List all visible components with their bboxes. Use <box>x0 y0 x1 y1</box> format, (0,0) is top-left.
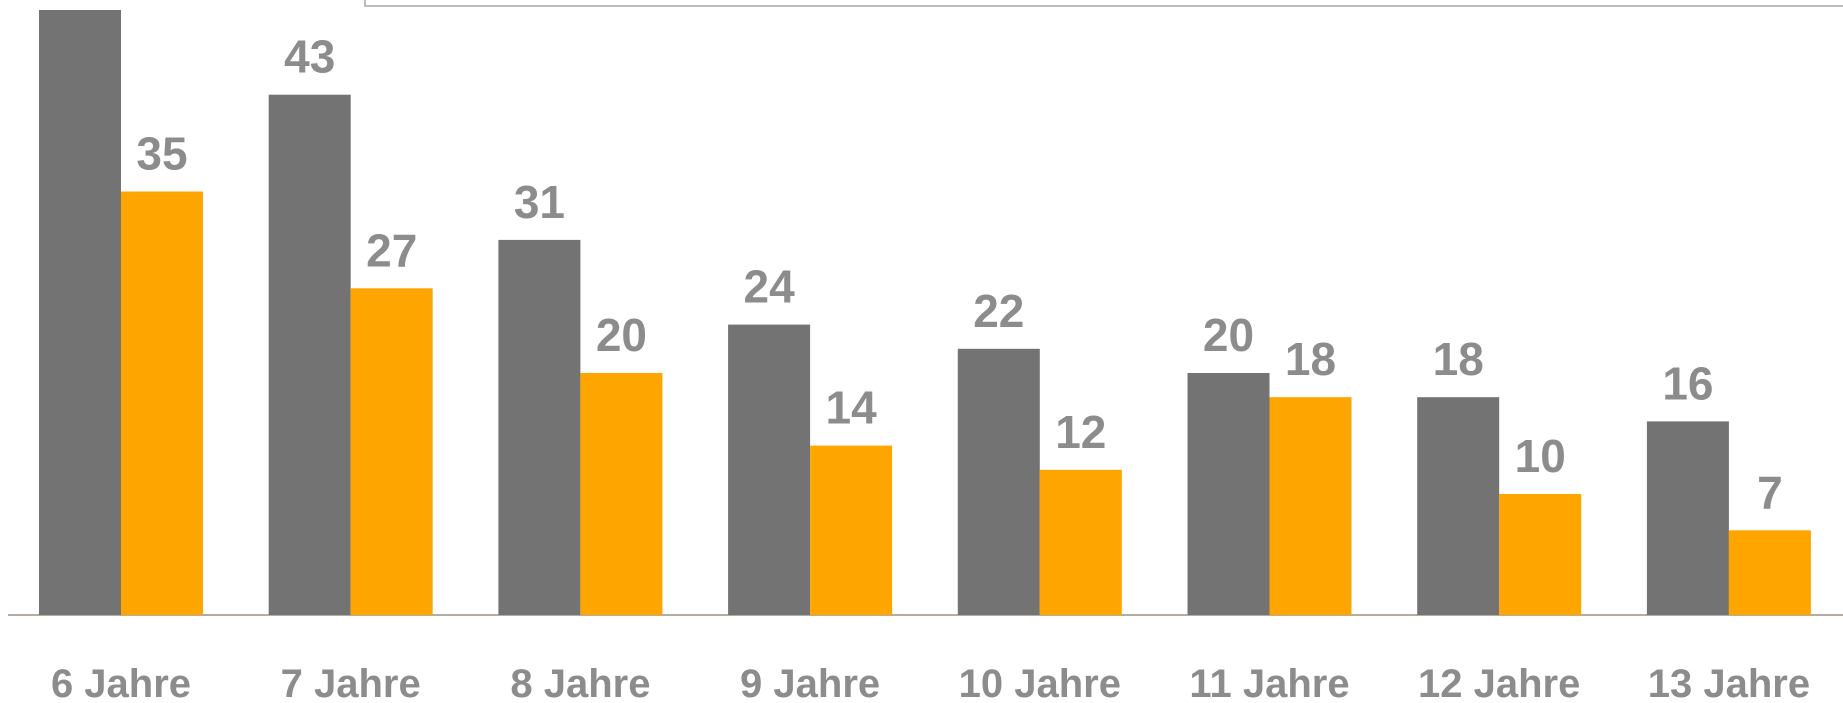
value-label: 20 <box>596 309 647 361</box>
value-label: 16 <box>1662 357 1713 409</box>
bar <box>580 373 663 615</box>
x-tick-label: 12 Jahre <box>1418 662 1580 703</box>
bar <box>1187 373 1270 615</box>
x-tick-label: 7 Jahre <box>281 662 421 703</box>
x-tick-label: 10 Jahre <box>959 662 1121 703</box>
bar <box>957 348 1040 615</box>
value-label: 22 <box>973 285 1024 337</box>
x-tick-label: 6 Jahre <box>51 662 191 703</box>
bar <box>39 10 121 615</box>
x-tick-label: 9 Jahre <box>740 662 880 703</box>
bar <box>1728 530 1811 615</box>
x-tick-label: 8 Jahre <box>510 662 650 703</box>
value-label: 18 <box>1285 333 1336 385</box>
value-label: 43 <box>284 31 335 83</box>
value-label: 12 <box>1055 406 1106 458</box>
bar <box>1269 397 1352 615</box>
legend-box <box>364 0 1843 7</box>
bar <box>810 445 893 615</box>
value-label: 14 <box>826 382 878 434</box>
x-tick-label: 13 Jahre <box>1648 662 1810 703</box>
value-label: 35 <box>136 128 187 180</box>
value-label: 7 <box>1757 466 1783 518</box>
bar <box>268 94 351 615</box>
value-label: 27 <box>366 224 417 276</box>
value-label: 31 <box>514 176 565 228</box>
bar <box>350 288 433 615</box>
x-tick-label: 11 Jahre <box>1189 662 1349 703</box>
bar <box>728 324 811 615</box>
value-label: 20 <box>1203 309 1254 361</box>
bar <box>1039 469 1122 615</box>
value-label: 10 <box>1515 430 1566 482</box>
bar <box>121 191 203 615</box>
bar <box>498 239 581 615</box>
bar <box>1646 421 1729 615</box>
bar <box>1499 494 1582 615</box>
value-label: 18 <box>1433 333 1484 385</box>
bar <box>1417 397 1500 615</box>
value-label: 24 <box>744 261 796 313</box>
